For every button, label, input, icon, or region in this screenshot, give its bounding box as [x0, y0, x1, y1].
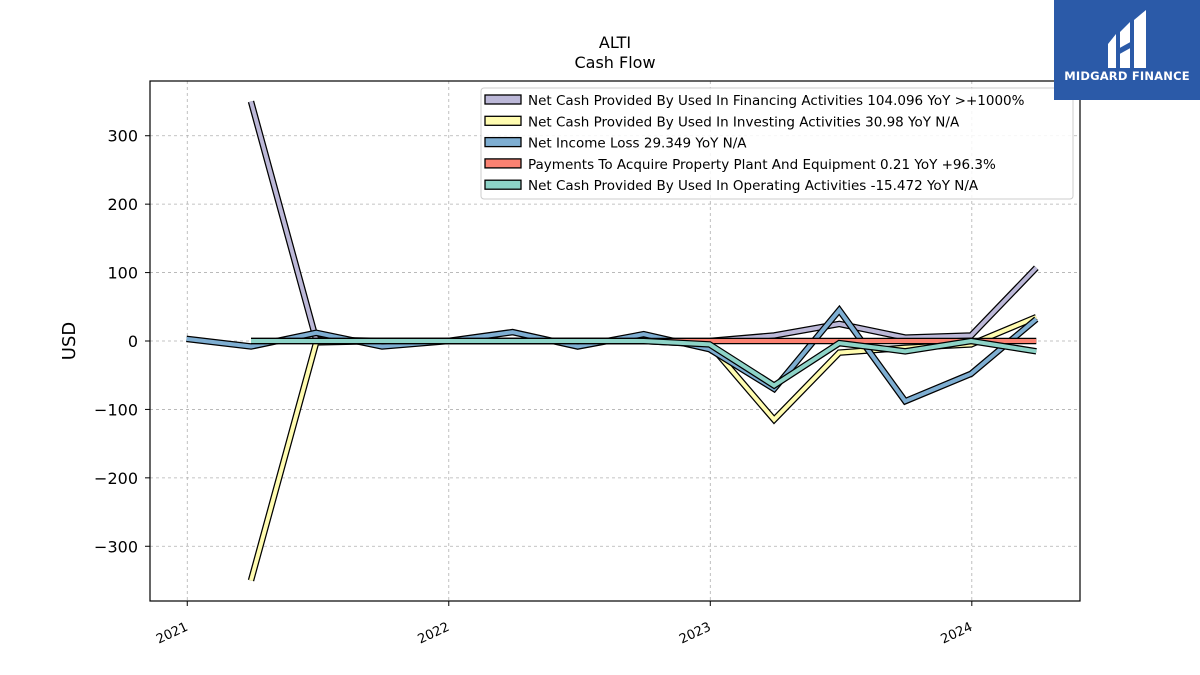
y-tick-label: −200	[94, 469, 138, 488]
legend: Net Cash Provided By Used In Financing A…	[480, 87, 1074, 200]
legend-entry: Net Income Loss 29.349 YoY N/A	[528, 136, 747, 152]
logo-text: MIDGARD FINANCE	[1064, 69, 1190, 83]
y-tick-label: 300	[107, 127, 138, 146]
series-line-1	[247, 314, 1038, 582]
midgard-finance-logo: MIDGARD FINANCE	[1054, 0, 1200, 100]
legend-swatch	[484, 158, 522, 169]
legend-swatch	[484, 179, 522, 190]
chart-subtitle: Cash Flow	[574, 53, 655, 72]
x-tick-label: 2021	[154, 620, 190, 648]
series-line-stroke	[249, 315, 1038, 582]
series-lines	[186, 100, 1039, 582]
legend-swatch	[484, 94, 522, 105]
series-line-outline	[247, 314, 1038, 582]
y-axis-label: USD	[59, 322, 80, 360]
series-line-4	[251, 337, 1037, 390]
legend-entry: Net Cash Provided By Used In Investing A…	[528, 114, 960, 130]
legend-swatch	[484, 115, 522, 126]
midgard-logo-icon	[1108, 10, 1146, 68]
legend-entry: Payments To Acquire Property Plant And E…	[528, 157, 996, 173]
series-line-stroke	[251, 338, 1037, 388]
x-tick-label: 2023	[677, 620, 713, 648]
y-tick-label: −300	[94, 537, 138, 556]
legend-entry: Net Cash Provided By Used In Operating A…	[528, 178, 979, 194]
y-tick-label: 100	[107, 264, 138, 283]
x-axis-ticks: 2021 2022 2023 2024	[154, 601, 975, 647]
x-tick-label: 2024	[939, 620, 975, 648]
y-tick-label: 0	[128, 332, 138, 351]
legend-swatch	[484, 136, 522, 148]
x-tick-label: 2022	[416, 620, 452, 648]
chart-title: ALTI	[599, 33, 631, 52]
legend-entry: Net Cash Provided By Used In Financing A…	[528, 93, 1025, 109]
y-axis-ticks: −300 −200 −100 0 100 200 300	[94, 127, 150, 556]
legend-box	[480, 87, 1074, 200]
y-tick-label: 200	[107, 195, 138, 214]
y-tick-label: −100	[94, 400, 138, 419]
